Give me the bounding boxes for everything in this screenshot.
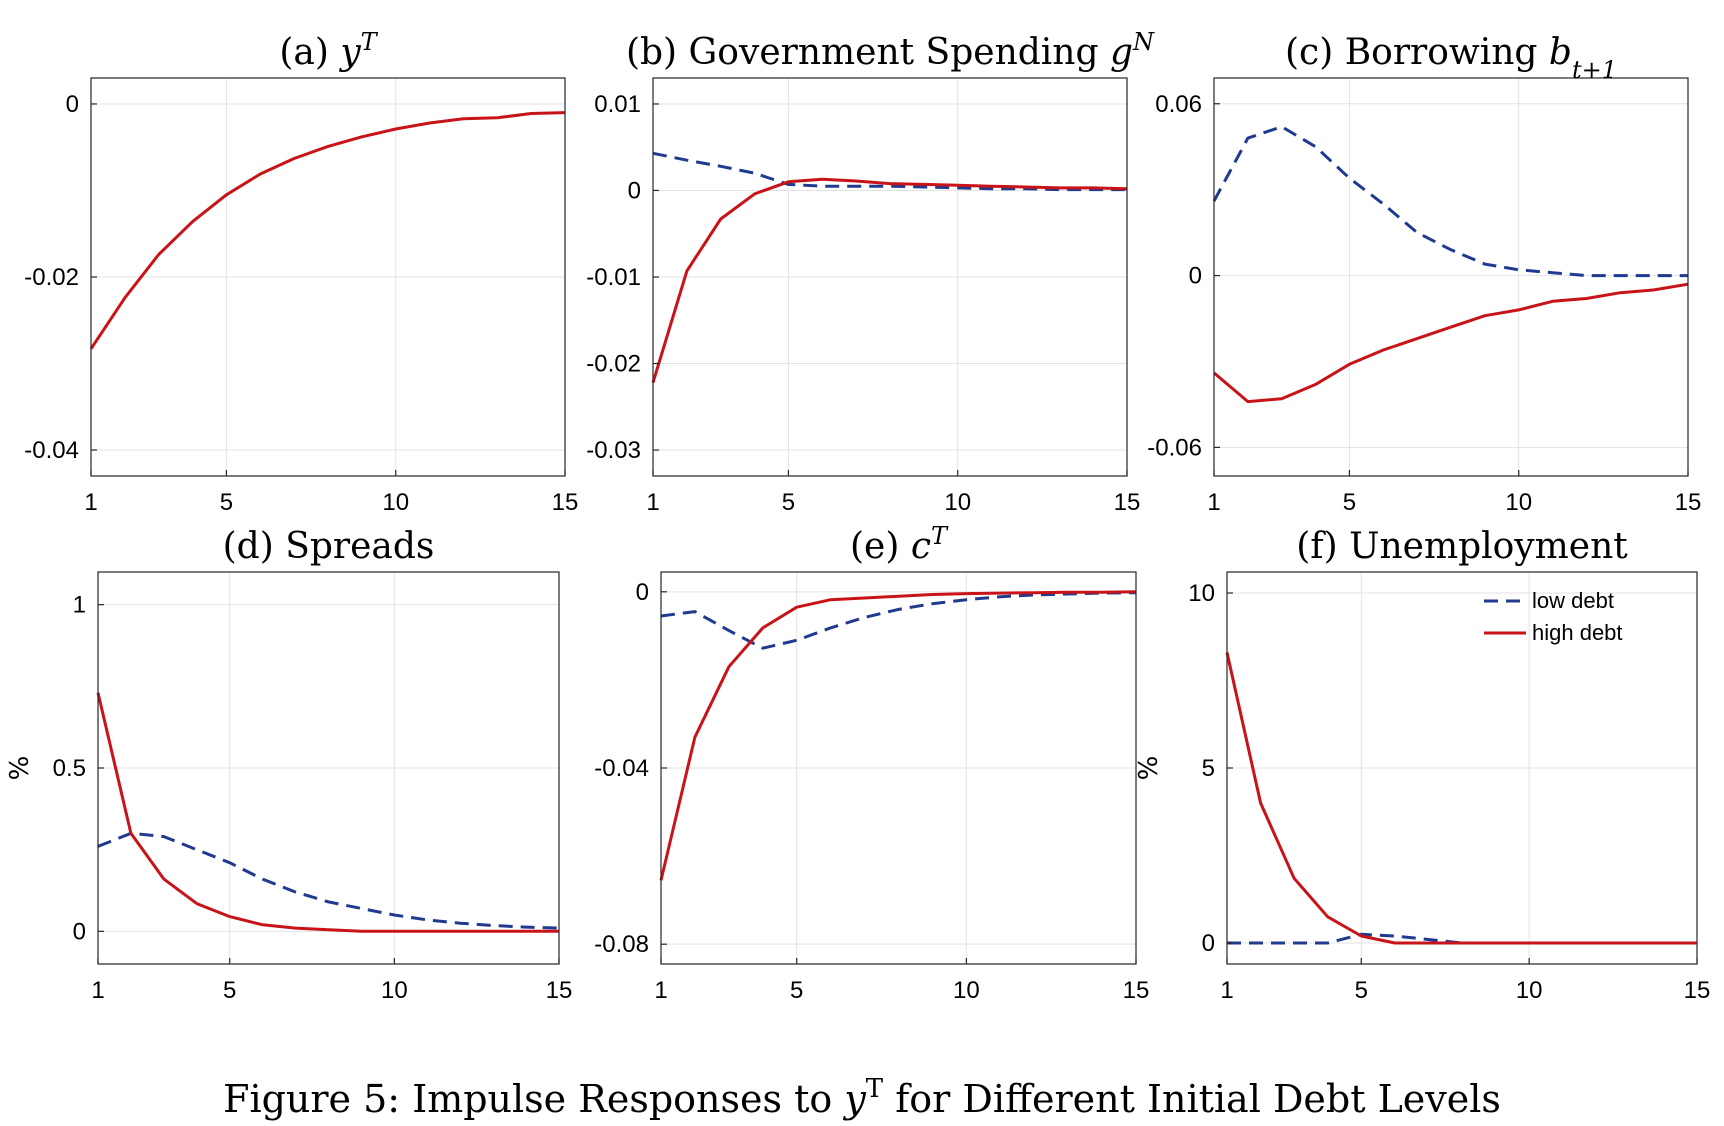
- panel-title-text: (d) Spreads: [223, 526, 435, 567]
- panel-title: (d) Spreads: [223, 526, 435, 567]
- figure-caption: Figure 5: Impulse Responses to yT for Di…: [223, 1074, 1501, 1121]
- panel-title-var: c: [911, 526, 931, 567]
- y-tick-label: 0: [1202, 930, 1215, 957]
- series-line-low-debt: [1227, 932, 1697, 945]
- x-tick-label: 1: [654, 977, 667, 1004]
- x-tick-label: 15: [1114, 489, 1141, 516]
- panel-title-text: (e): [850, 526, 911, 567]
- y-tick-label: 0.5: [53, 755, 86, 782]
- series-line-high-debt: [651, 177, 1128, 384]
- y-tick-label: 0: [73, 918, 86, 945]
- y-tick-label: 0: [628, 177, 641, 204]
- series-line-low-debt: [1212, 125, 1688, 278]
- y-tick-label: 0: [636, 579, 649, 606]
- panel-b: 1 5 10 150.010-0.01-0.02-0.03(b) Government…: [586, 28, 1155, 516]
- x-tick-label: 5: [223, 977, 236, 1004]
- panel-title: (b) Government Spending gN: [626, 28, 1155, 73]
- legend-label: low debt: [1532, 588, 1614, 613]
- y-tick-label: 10: [1188, 580, 1215, 607]
- x-tick-label: 1: [91, 977, 104, 1004]
- panel-title-var: g: [1110, 32, 1133, 73]
- series-line-low-debt: [652, 151, 1127, 192]
- y-tick-label: -0.01: [586, 264, 641, 291]
- y-tick-label: -0.02: [586, 351, 641, 378]
- panel-title-var: y: [338, 32, 361, 73]
- x-tick-label: 15: [1123, 977, 1150, 1004]
- x-tick-label: 5: [220, 489, 233, 516]
- panel-c: 1 5 10 150.060-0.06(c) Borrowing bt+1: [1147, 32, 1701, 516]
- x-tick-label: 15: [1684, 977, 1711, 1004]
- panel-title-sup: N: [1132, 28, 1155, 56]
- x-tick-label: 5: [1355, 977, 1368, 1004]
- x-tick-label: 5: [790, 977, 803, 1004]
- y-tick-label: -0.06: [1147, 434, 1202, 461]
- series-line-high-debt: [1225, 652, 1697, 945]
- x-tick-label: 10: [1505, 489, 1532, 516]
- caption-var: y: [842, 1077, 866, 1121]
- x-tick-label: 10: [381, 977, 408, 1004]
- panel-title: (a) yT: [279, 28, 378, 73]
- x-tick-label: 1: [1207, 489, 1220, 516]
- y-tick-label: 5: [1202, 755, 1215, 782]
- x-tick-label: 15: [546, 977, 573, 1004]
- panels: 1 5 10 150-0.02-0.04(a) yT1 5 10 150.010-0.01-…: [5, 28, 1710, 1004]
- y-tick-label: 0.01: [594, 91, 641, 118]
- x-tick-label: 1: [1220, 977, 1233, 1004]
- panel-title-var: b: [1549, 32, 1572, 73]
- axes-box: [1213, 77, 1689, 477]
- caption-sup: T: [866, 1074, 884, 1104]
- x-tick-label: 1: [646, 489, 659, 516]
- x-tick-label: 10: [382, 489, 409, 516]
- panel-a: 1 5 10 150-0.02-0.04(a) yT: [24, 28, 578, 516]
- x-tick-label: 10: [1516, 977, 1543, 1004]
- legend: low debt high debt: [1484, 588, 1623, 645]
- y-axis-label: %: [5, 756, 35, 781]
- series-line-high-debt: [659, 590, 1137, 881]
- panel-title-sup: T: [931, 522, 949, 550]
- x-tick-label: 15: [552, 489, 579, 516]
- caption-suffix: for Different Initial Debt Levels: [883, 1077, 1501, 1121]
- panel-title: (e) cT: [850, 522, 949, 567]
- y-tick-label: 0: [1189, 263, 1202, 290]
- panel-title-text: (b) Government Spending: [626, 32, 1110, 73]
- panel-title-sup: T: [361, 28, 379, 56]
- legend-label: high debt: [1532, 620, 1623, 645]
- series-line-low-debt: [660, 591, 1137, 650]
- y-tick-label: 1: [73, 592, 86, 619]
- y-tick-label: 0: [66, 91, 79, 118]
- panel-e: 1 5 10 150-0.04-0.08(e) cT: [594, 522, 1149, 1004]
- y-tick-label: -0.04: [594, 755, 649, 782]
- x-tick-label: 10: [953, 977, 980, 1004]
- caption-prefix: Figure 5: Impulse Responses to: [223, 1077, 844, 1121]
- y-tick-label: -0.08: [594, 931, 649, 958]
- series-line-high-debt: [89, 111, 566, 350]
- x-tick-label: 15: [1675, 489, 1702, 516]
- series-line-low-debt: [97, 831, 560, 930]
- x-tick-label: 5: [1343, 489, 1356, 516]
- series-line-high-debt: [96, 692, 559, 933]
- panel-title-text: (f) Unemployment: [1296, 526, 1628, 567]
- panel-title-sub: t+1: [1572, 56, 1617, 84]
- x-tick-label: 5: [782, 489, 795, 516]
- panel-title-text: (c) Borrowing: [1285, 32, 1549, 73]
- y-tick-label: -0.02: [24, 264, 79, 291]
- series-line-high-debt: [1213, 282, 1689, 404]
- y-tick-label: -0.03: [586, 437, 641, 464]
- x-tick-label: 10: [944, 489, 971, 516]
- panel-title-text: (a): [279, 32, 340, 73]
- panel-title: (f) Unemployment: [1296, 526, 1628, 567]
- panel-title: (c) Borrowing bt+1: [1285, 32, 1617, 84]
- y-axis-label: %: [1134, 756, 1164, 781]
- x-tick-label: 1: [84, 489, 97, 516]
- y-tick-label: -0.04: [24, 437, 79, 464]
- y-tick-label: 0.06: [1155, 91, 1202, 118]
